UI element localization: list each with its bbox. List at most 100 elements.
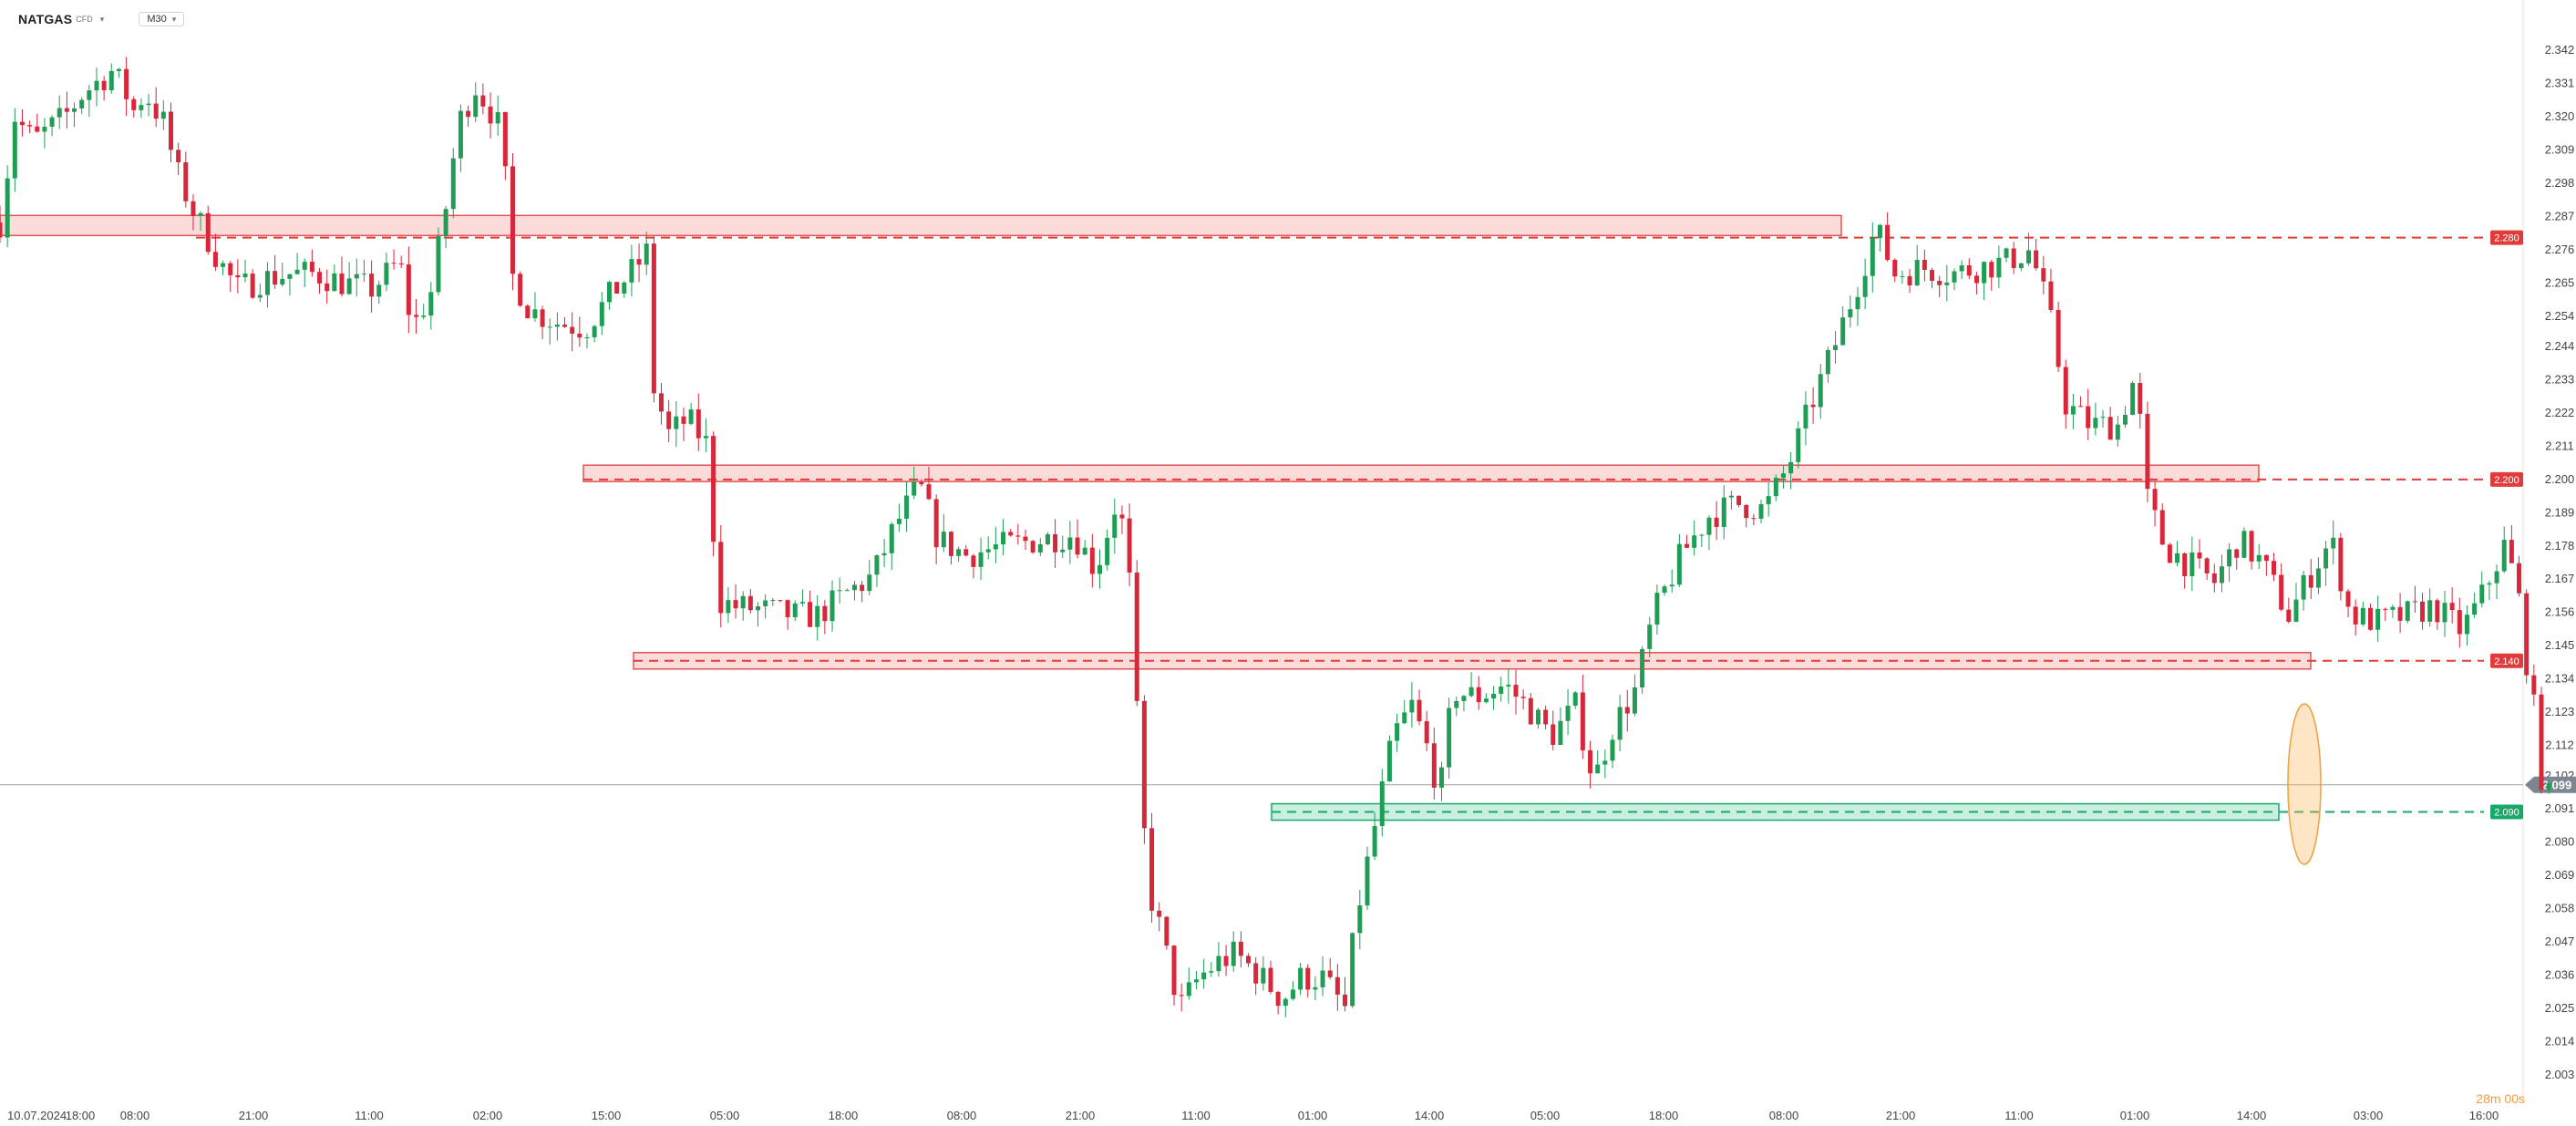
candle-body bbox=[1930, 270, 1935, 282]
candle-body bbox=[1654, 593, 1660, 625]
candle-body bbox=[1714, 517, 1719, 527]
candle-body bbox=[1461, 696, 1467, 701]
instrument-type-badge: CFD bbox=[76, 15, 93, 24]
highlight-ellipse[interactable] bbox=[2287, 703, 2322, 865]
candle-body bbox=[1298, 967, 1303, 990]
candle-body bbox=[480, 95, 486, 107]
candle-body bbox=[1825, 349, 1830, 375]
symbol-name[interactable]: NATGAS bbox=[18, 12, 73, 26]
timeframe-selector[interactable]: M30 ▾ bbox=[139, 12, 185, 26]
candle-body bbox=[2070, 406, 2076, 415]
candle-body bbox=[1572, 692, 1578, 706]
candle-body bbox=[1535, 709, 1540, 725]
candle-body bbox=[1483, 698, 1489, 703]
candle-body bbox=[325, 283, 330, 292]
candle-body bbox=[1937, 281, 1942, 285]
candle-body bbox=[1602, 760, 1608, 765]
candle-body bbox=[1766, 496, 1771, 504]
x-tick-label: 21:00 bbox=[1886, 1109, 1916, 1122]
candle-body bbox=[72, 108, 77, 112]
candle-body bbox=[302, 262, 307, 270]
candle-body bbox=[711, 436, 716, 542]
candle-body bbox=[599, 302, 604, 326]
candle-body bbox=[681, 416, 686, 424]
candle-body bbox=[250, 274, 255, 298]
candle-body bbox=[1692, 535, 1697, 548]
candle-body bbox=[2190, 552, 2195, 576]
candle-body bbox=[547, 326, 552, 328]
candle-body bbox=[606, 282, 612, 303]
candle-body bbox=[35, 126, 40, 132]
candle-body bbox=[896, 518, 902, 524]
candle-body bbox=[2546, 782, 2551, 790]
candle-body bbox=[2107, 417, 2113, 440]
candle-body bbox=[963, 549, 969, 556]
candle-body bbox=[2293, 599, 2299, 622]
y-tick-label: 2.003 bbox=[2545, 1068, 2575, 1081]
x-tick-label: 16:00 bbox=[2469, 1109, 2499, 1122]
candle-body bbox=[2405, 601, 2410, 621]
candle-body bbox=[532, 309, 538, 319]
candle-body bbox=[1632, 687, 1637, 714]
candle-body bbox=[1580, 692, 1585, 750]
candle-body bbox=[510, 166, 515, 274]
candle-body bbox=[2472, 603, 2478, 615]
y-tick-label: 2.145 bbox=[2545, 638, 2575, 652]
candle-body bbox=[1595, 764, 1601, 774]
candle-body bbox=[2345, 591, 2351, 607]
candle-body bbox=[2078, 406, 2084, 408]
y-tick-label: 2.200 bbox=[2545, 472, 2575, 486]
x-tick-label: 18:00 bbox=[66, 1109, 96, 1122]
candle-body bbox=[139, 105, 144, 110]
candle-body bbox=[108, 70, 114, 91]
candle-body bbox=[473, 95, 479, 118]
candle-body bbox=[2442, 603, 2447, 623]
candle-body bbox=[629, 259, 634, 283]
symbol-chevron-down-icon[interactable]: ▾ bbox=[99, 14, 105, 24]
candle-body bbox=[183, 162, 189, 201]
candle-body bbox=[2524, 593, 2530, 676]
candle-body bbox=[1818, 374, 1823, 408]
y-tick-label: 2.233 bbox=[2545, 372, 2575, 386]
candle-body bbox=[339, 273, 345, 294]
candle-body bbox=[2256, 554, 2262, 562]
candle-body bbox=[666, 411, 672, 429]
candle-body bbox=[808, 602, 813, 627]
candle-body bbox=[1134, 572, 1139, 701]
candle-body bbox=[2175, 553, 2180, 563]
candle-body bbox=[740, 595, 746, 609]
y-tick-label: 2.080 bbox=[2545, 835, 2575, 849]
x-tick-label: 11:00 bbox=[355, 1109, 384, 1122]
y-tick-label: 2.254 bbox=[2545, 309, 2575, 323]
candle-body bbox=[346, 278, 352, 294]
resistance-zone[interactable] bbox=[582, 464, 2260, 482]
x-tick-label: 18:00 bbox=[1649, 1109, 1679, 1122]
candle-body bbox=[2093, 418, 2098, 429]
candle-body bbox=[1008, 532, 1014, 536]
candle-body bbox=[1685, 543, 1690, 548]
candle-body bbox=[2427, 600, 2433, 622]
candle-body bbox=[2531, 675, 2537, 695]
candle-body bbox=[1476, 687, 1481, 703]
candle-body bbox=[2390, 606, 2396, 610]
resistance-zone[interactable] bbox=[0, 214, 1842, 237]
y-tick-label: 2.244 bbox=[2545, 339, 2575, 353]
candle-body bbox=[2360, 607, 2365, 625]
candle-body bbox=[1209, 971, 1214, 973]
candle-body bbox=[2086, 406, 2091, 429]
candle-body bbox=[2167, 544, 2172, 563]
price-level-badge bbox=[2490, 230, 2523, 245]
candle-body bbox=[2479, 584, 2485, 604]
candle-body bbox=[1223, 956, 1229, 966]
y-tick-label: 2.112 bbox=[2545, 739, 2574, 752]
candle-body bbox=[1640, 648, 1645, 687]
candle-body bbox=[1105, 537, 1110, 565]
candle-body bbox=[1892, 259, 1898, 277]
candle-body bbox=[1855, 296, 1860, 310]
candle-body bbox=[733, 600, 738, 609]
candle-body bbox=[1164, 916, 1170, 946]
candle-body bbox=[280, 278, 285, 285]
candle-body bbox=[1053, 534, 1058, 553]
timeframe-label: M30 bbox=[147, 14, 167, 25]
